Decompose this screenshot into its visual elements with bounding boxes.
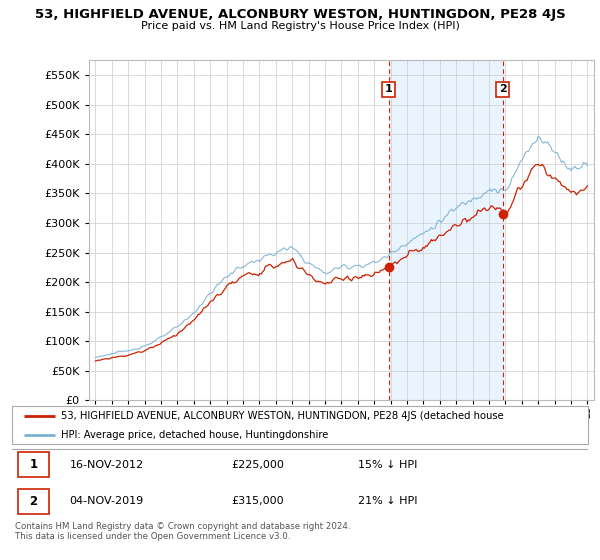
Text: £225,000: £225,000 (231, 460, 284, 470)
FancyBboxPatch shape (18, 488, 49, 514)
Text: 2: 2 (29, 494, 38, 508)
Text: Price paid vs. HM Land Registry's House Price Index (HPI): Price paid vs. HM Land Registry's House … (140, 21, 460, 31)
FancyBboxPatch shape (18, 452, 49, 477)
Text: £315,000: £315,000 (231, 496, 284, 506)
Text: Contains HM Land Registry data © Crown copyright and database right 2024.
This d: Contains HM Land Registry data © Crown c… (15, 522, 350, 542)
Text: 1: 1 (385, 85, 392, 95)
Text: 2: 2 (499, 85, 506, 95)
Text: 21% ↓ HPI: 21% ↓ HPI (358, 496, 417, 506)
Bar (389, 60, 503, 400)
Text: 15% ↓ HPI: 15% ↓ HPI (358, 460, 417, 470)
Text: 53, HIGHFIELD AVENUE, ALCONBURY WESTON, HUNTINGDON, PE28 4JS: 53, HIGHFIELD AVENUE, ALCONBURY WESTON, … (35, 8, 565, 21)
Text: 04-NOV-2019: 04-NOV-2019 (70, 496, 144, 506)
Text: 53, HIGHFIELD AVENUE, ALCONBURY WESTON, HUNTINGDON, PE28 4JS (detached house: 53, HIGHFIELD AVENUE, ALCONBURY WESTON, … (61, 411, 504, 421)
Text: 16-NOV-2012: 16-NOV-2012 (70, 460, 144, 470)
Text: HPI: Average price, detached house, Huntingdonshire: HPI: Average price, detached house, Hunt… (61, 430, 328, 440)
Text: 1: 1 (29, 458, 38, 472)
FancyBboxPatch shape (12, 406, 588, 444)
